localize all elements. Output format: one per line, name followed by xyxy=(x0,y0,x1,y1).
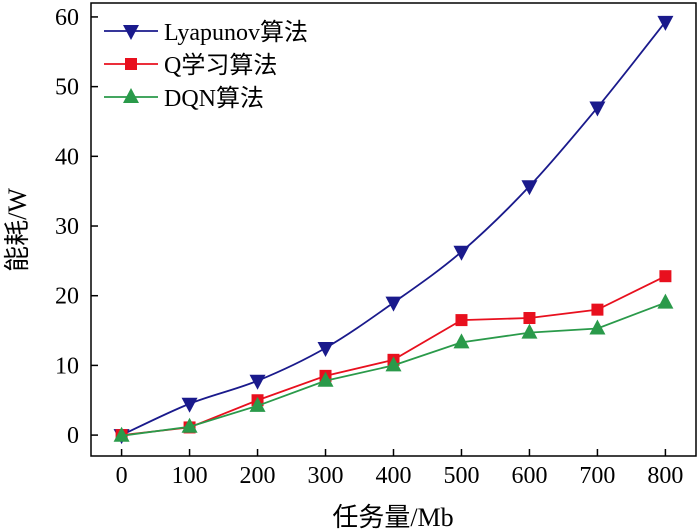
series-line xyxy=(121,21,667,436)
legend-label: DQN算法 xyxy=(164,85,264,112)
y-tick-label: 30 xyxy=(55,214,79,240)
data-point-marker xyxy=(453,245,470,261)
x-tick-label: 0 xyxy=(116,463,128,489)
legend: Lyapunov算法 Q学习算法 DQN算法 xyxy=(104,19,308,112)
series-1 xyxy=(113,15,674,445)
data-point-marker xyxy=(521,323,538,339)
data-point-marker xyxy=(317,371,334,387)
data-point-marker xyxy=(181,417,198,433)
legend-label: Lyapunov算法 xyxy=(164,19,308,46)
data-point-marker xyxy=(589,319,606,335)
data-point-marker xyxy=(249,396,266,412)
y-tick-label: 10 xyxy=(55,353,79,379)
x-tick-label: 800 xyxy=(647,463,683,489)
legend-item: DQN算法 xyxy=(104,85,264,112)
data-point-marker xyxy=(385,296,402,312)
y-tick-label: 20 xyxy=(55,284,79,310)
y-axis-ticks: 0 10 20 30 40 50 60 xyxy=(55,5,98,449)
y-tick-label: 0 xyxy=(67,423,79,449)
x-tick-label: 500 xyxy=(443,463,479,489)
x-tick-label: 700 xyxy=(579,463,615,489)
data-point-marker xyxy=(659,270,672,283)
x-tick-label: 600 xyxy=(511,463,547,489)
series-2 xyxy=(115,270,672,442)
legend-marker xyxy=(123,88,139,103)
x-tick-label: 200 xyxy=(240,463,276,489)
data-point-marker xyxy=(589,101,606,117)
data-point-marker xyxy=(317,341,334,357)
data-point-marker xyxy=(657,15,674,31)
x-tick-label: 400 xyxy=(376,463,412,489)
data-point-marker xyxy=(453,333,470,349)
data-point-marker xyxy=(113,426,130,442)
series-layer xyxy=(113,15,674,445)
legend-marker xyxy=(125,58,137,70)
legend-item: Lyapunov算法 xyxy=(104,19,308,46)
y-tick-label: 50 xyxy=(55,75,79,101)
data-point-marker xyxy=(521,180,538,196)
data-point-marker xyxy=(181,397,198,413)
y-tick-label: 40 xyxy=(55,144,79,170)
legend-label: Q学习算法 xyxy=(164,52,277,79)
x-axis-title: 任务量/Mb xyxy=(332,503,453,532)
data-point-marker xyxy=(455,314,468,327)
data-point-marker xyxy=(249,374,266,390)
x-tick-label: 300 xyxy=(308,463,344,489)
legend-item: Q学习算法 xyxy=(104,52,277,79)
data-point-marker xyxy=(657,293,674,309)
y-axis-title: 能耗/W xyxy=(3,188,32,272)
x-axis-ticks: 0 100 200 300 400 500 600 700 800 xyxy=(116,449,683,489)
x-tick-label: 100 xyxy=(172,463,208,489)
data-point-marker xyxy=(523,312,536,325)
data-point-marker xyxy=(385,356,402,372)
y-tick-label: 60 xyxy=(55,5,79,31)
legend-marker xyxy=(123,25,139,40)
data-point-marker xyxy=(591,303,604,316)
series-3 xyxy=(113,293,674,442)
